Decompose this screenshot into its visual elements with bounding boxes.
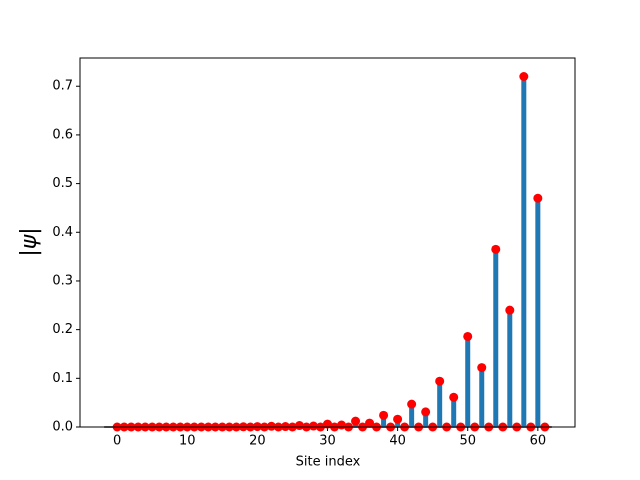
y-tick-label: 0.0 — [52, 420, 73, 435]
y-tick-label: 0.5 — [52, 176, 73, 191]
y-tick-label: 0.3 — [52, 273, 73, 288]
x-tick-label: 30 — [319, 434, 336, 449]
marker — [491, 244, 501, 254]
marker — [365, 418, 375, 428]
x-axis-label: Site index — [296, 455, 361, 470]
x-tick-label: 20 — [249, 434, 266, 449]
marker — [379, 410, 389, 420]
marker — [519, 71, 529, 81]
marker — [308, 421, 318, 431]
marker — [323, 419, 332, 429]
x-tick-label: 10 — [179, 434, 196, 449]
x-tick-label: 40 — [389, 434, 406, 449]
marker — [421, 407, 431, 417]
marker — [505, 305, 515, 315]
y-tick-label: 0.2 — [52, 322, 73, 337]
marker — [294, 421, 304, 431]
y-axis-label: |ψ| — [17, 227, 42, 256]
marker — [477, 363, 487, 373]
marker — [393, 414, 403, 424]
x-tick-label: 50 — [459, 434, 476, 449]
marker — [266, 421, 276, 431]
x-tick-label: 0 — [113, 434, 121, 449]
y-tick-label: 0.1 — [52, 371, 73, 386]
marker — [435, 376, 445, 386]
marker — [463, 331, 473, 341]
y-tick-label: 0.4 — [52, 225, 73, 240]
y-tick-label: 0.7 — [52, 79, 73, 94]
marker — [351, 416, 361, 426]
marker — [449, 392, 459, 402]
y-tick-label: 0.6 — [52, 127, 73, 142]
marker — [533, 193, 543, 203]
marker — [407, 399, 417, 409]
plot-frame — [79, 57, 576, 428]
x-tick-label: 60 — [530, 434, 547, 449]
